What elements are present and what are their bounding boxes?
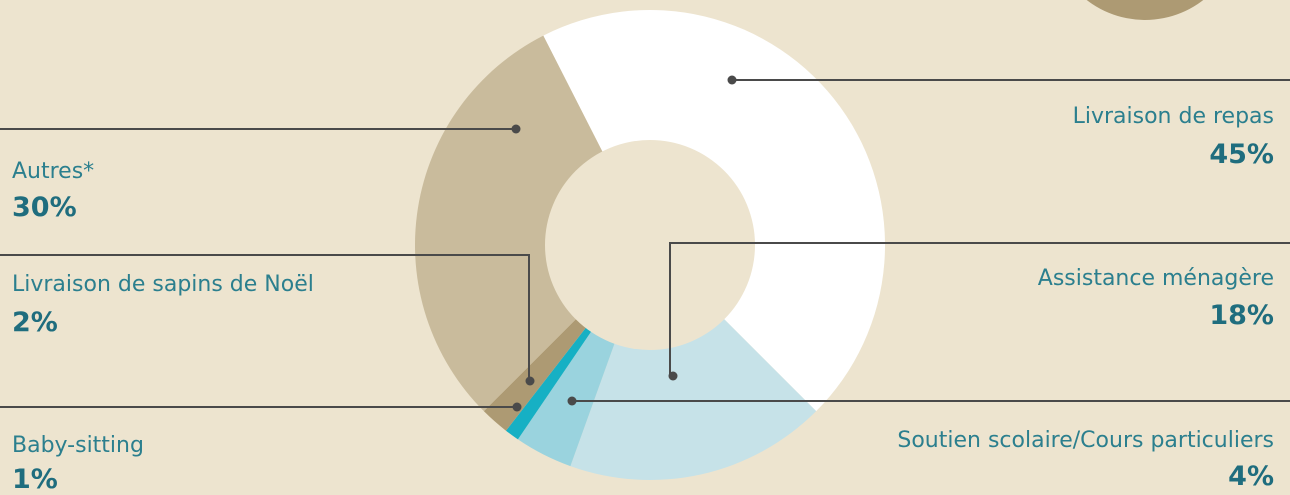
label-autres: Autres* — [12, 159, 95, 184]
label-baby-sitting: Baby-sitting — [12, 433, 144, 458]
leader-sapins-noel-dot — [525, 376, 535, 386]
leader-assistance-menagere — [669, 242, 1290, 376]
value-assistance-menagere: 18% — [1209, 300, 1274, 331]
value-baby-sitting: 1% — [12, 464, 58, 495]
label-soutien-scolaire: Soutien scolaire/Cours particuliers — [897, 428, 1274, 453]
value-soutien-scolaire: 4% — [1228, 461, 1274, 492]
decorative-circle — [1086, 0, 1204, 20]
donut-hole — [545, 140, 755, 350]
value-livraison-repas: 45% — [1209, 139, 1274, 170]
leader-assistance-menagere-dot — [668, 371, 678, 381]
leader-livraison-repas-dot — [727, 75, 737, 85]
value-sapins-noel: 2% — [12, 307, 58, 338]
label-assistance-menagere: Assistance ménagère — [1037, 266, 1274, 291]
leader-soutien-scolaire-dot — [567, 396, 577, 406]
label-sapins-noel: Livraison de sapins de Noël — [12, 272, 314, 297]
value-autres: 30% — [12, 192, 77, 223]
leader-sapins-noel — [0, 254, 530, 381]
label-livraison-repas: Livraison de repas — [1072, 104, 1274, 129]
leader-baby-sitting-dot — [512, 402, 522, 412]
leader-autres-dot — [511, 124, 521, 134]
